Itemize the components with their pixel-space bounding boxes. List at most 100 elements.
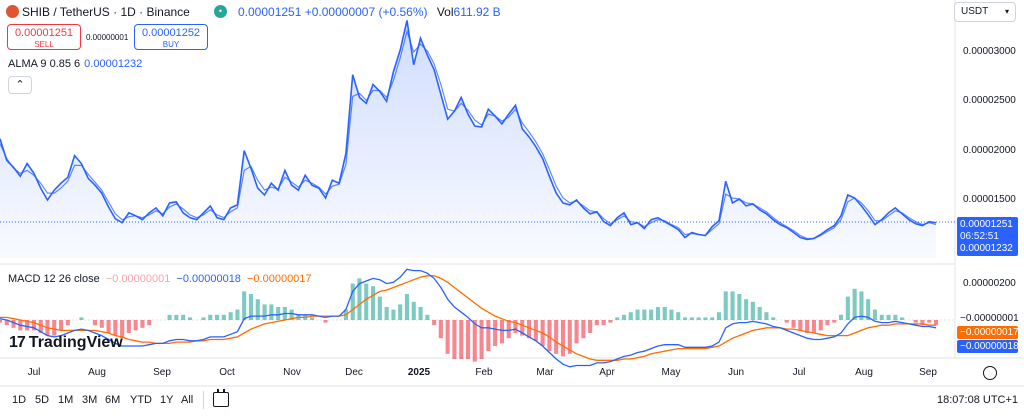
macd-histogram-bar: [615, 317, 620, 320]
macd-histogram-bar: [683, 317, 688, 320]
macd-histogram-bar: [377, 296, 382, 320]
macd-histogram-bar: [764, 312, 769, 320]
macd-histogram-bar: [594, 320, 599, 326]
macd-histogram-bar: [371, 286, 376, 320]
macd-histogram-bar: [208, 314, 213, 320]
range-button-5d[interactable]: 5D: [35, 394, 50, 406]
tradingview-logo[interactable]: 17 TradingView: [9, 334, 123, 352]
macd-histogram-bar: [174, 314, 179, 320]
macd-histogram-bar: [622, 314, 627, 320]
macd-histogram-bar: [893, 314, 898, 320]
macd-histogram-bar: [723, 291, 728, 320]
range-button-1d[interactable]: 1D: [12, 394, 27, 406]
range-button-6m[interactable]: 6M: [105, 394, 121, 406]
macd-signal-value: −0.00000017: [247, 273, 312, 285]
macd-line: [0, 268, 937, 368]
macd-histogram-bar: [655, 307, 660, 320]
macd-histogram-bar: [25, 320, 30, 331]
macd-histogram-bar: [201, 317, 206, 320]
macd-histogram-bar: [506, 320, 511, 339]
macd-histogram-bar: [411, 301, 416, 320]
macd-histogram-bar: [59, 320, 64, 331]
buy-label: BUY: [162, 40, 180, 49]
macd-histogram-bar: [649, 309, 654, 320]
range-button-1m[interactable]: 1M: [58, 394, 74, 406]
macd-histogram-bar: [818, 320, 823, 331]
macd-histogram-bar: [676, 312, 681, 320]
macd-histogram-bar: [642, 309, 647, 320]
macd-histogram-bar: [913, 320, 918, 323]
macd-histogram-bar: [391, 309, 396, 320]
market-open-dot-icon: •: [214, 5, 227, 18]
shib-coin-icon: [6, 5, 19, 18]
alma-legend[interactable]: ALMA 9 0.85 6 0.00001232: [8, 58, 142, 70]
tradingview-logo-icon: 17: [9, 334, 26, 351]
macd-histogram-bar: [601, 320, 606, 326]
macd-histogram-bar: [635, 309, 640, 320]
macd-histogram-bar: [384, 307, 389, 320]
buy-price: 0.00001252: [141, 27, 201, 39]
macd-histogram-bar: [255, 299, 260, 320]
time-axis-label: Jun: [727, 367, 745, 378]
macd-histogram-bar: [628, 312, 633, 320]
macd-signal-tag: −0.00000017: [957, 326, 1019, 339]
currency-label: USDT: [961, 6, 989, 17]
macd-histogram-bar: [886, 314, 891, 320]
collapse-legend-button[interactable]: ⌃: [8, 76, 32, 94]
macd-histogram-bar: [527, 320, 532, 339]
toolbar-divider: [203, 391, 204, 409]
range-button-3m[interactable]: 3M: [82, 394, 98, 406]
time-axis-label: May: [661, 367, 681, 378]
macd-histogram-bar: [866, 299, 871, 320]
spread-value: 0.00000001: [86, 33, 129, 42]
macd-histogram-bar: [832, 320, 837, 323]
clock[interactable]: 18:07:08 UTC+1: [937, 394, 1019, 406]
macd-hist-value: −0.00000001: [105, 273, 171, 285]
macd-histogram-bar: [418, 307, 423, 320]
time-axis-label: Mar: [536, 367, 554, 378]
macd-histogram-bar: [350, 283, 355, 320]
range-button-ytd[interactable]: YTD: [130, 394, 152, 406]
macd-histogram-bar: [825, 320, 830, 326]
macd-axis-tick: 0.00000200: [963, 278, 1016, 289]
gear-icon[interactable]: [983, 366, 997, 380]
sell-button[interactable]: 0.00001251 SELL: [7, 24, 81, 50]
time-axis-label: Nov: [283, 367, 301, 378]
macd-histogram-bar: [839, 314, 844, 320]
macd-histogram-bar: [716, 312, 721, 320]
macd-histogram-bar: [120, 320, 125, 339]
time-axis-label: Apr: [599, 367, 615, 378]
macd-histogram-bar: [228, 312, 233, 320]
volume-label: Vol: [436, 5, 454, 19]
macd-histogram-bar: [432, 320, 437, 326]
macd-histogram-bar: [215, 314, 220, 320]
macd-histogram-bar: [703, 317, 708, 320]
macd-histogram-bar: [750, 301, 755, 320]
range-button-1y[interactable]: 1Y: [160, 394, 174, 406]
macd-histogram-bar: [669, 309, 674, 320]
time-axis-label: Sep: [153, 367, 171, 378]
calendar-icon[interactable]: [213, 389, 229, 407]
range-button-all[interactable]: All: [181, 394, 194, 406]
macd-histogram-bar: [771, 317, 776, 320]
macd-histogram-bar: [167, 314, 172, 320]
macd-histogram-bar: [560, 320, 565, 357]
macd-histogram-bar: [242, 291, 247, 320]
macd-histogram-bar: [269, 304, 274, 320]
symbol-title[interactable]: SHIB / TetherUS · 1D · Binance: [22, 5, 190, 19]
time-axis-label: Aug: [855, 367, 873, 378]
macd-histogram-bar: [4, 320, 9, 326]
currency-dropdown[interactable]: USDT ▾: [954, 2, 1016, 22]
macd-legend[interactable]: MACD 12 26 close −0.00000001 −0.00000018…: [8, 273, 312, 285]
buy-button[interactable]: 0.00001252 BUY: [134, 24, 208, 50]
volume-value: 611.92 B: [453, 5, 501, 19]
macd-histogram-bar: [357, 278, 362, 320]
macd-histogram-bar: [181, 314, 186, 320]
macd-histogram-bar: [438, 320, 443, 339]
macd-histogram-bar: [662, 307, 667, 320]
macd-line-tag: −0.00000018: [957, 340, 1019, 353]
macd-histogram-bar: [757, 307, 762, 320]
macd-histogram-bar: [262, 304, 267, 320]
bar-countdown: 06:52:51: [960, 231, 999, 242]
